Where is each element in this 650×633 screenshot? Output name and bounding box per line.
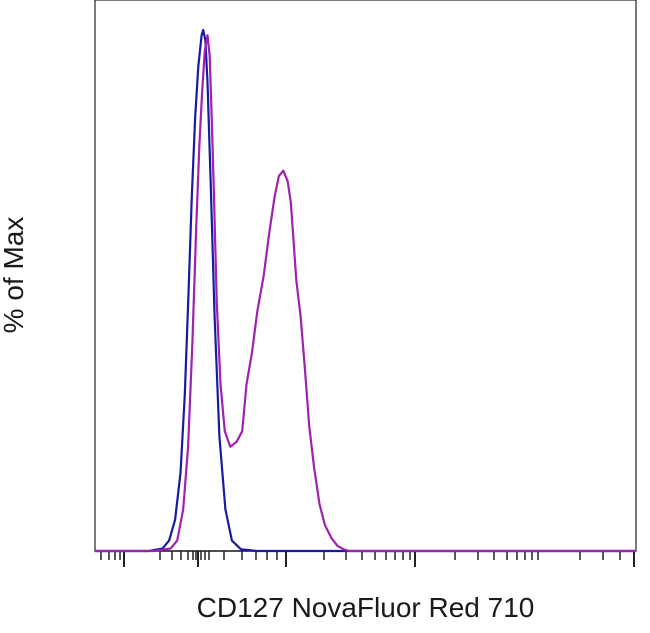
series-group [95,28,636,553]
series-line-1 [95,28,636,553]
x-axis-ticks [100,551,635,567]
plot-axes [94,0,637,552]
series-line-2 [95,34,636,553]
y-axis-label: % of Max [0,216,29,334]
plot-frame [94,0,637,552]
x-axis-label: CD127 NovaFluor Red 710 [196,592,535,623]
